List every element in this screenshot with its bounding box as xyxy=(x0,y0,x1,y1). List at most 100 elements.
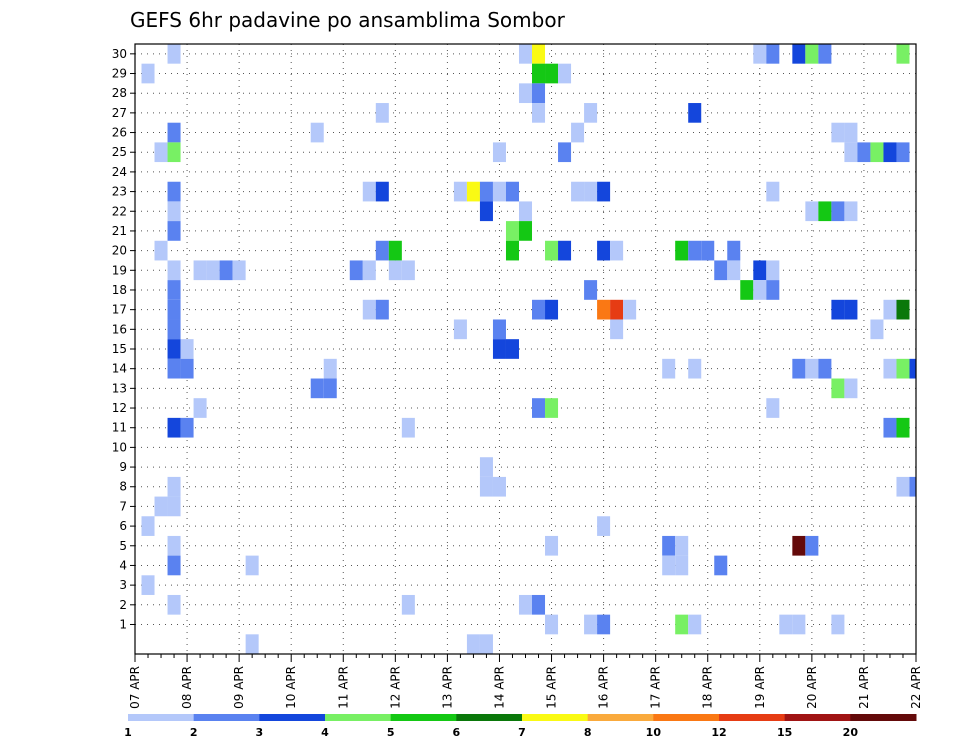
heatmap-cell xyxy=(388,260,402,281)
heatmap-cell xyxy=(909,476,916,497)
heatmap-cell xyxy=(532,398,546,418)
legend-label: 12 xyxy=(711,726,726,739)
heatmap-cell xyxy=(584,280,598,300)
heatmap-cell xyxy=(505,240,519,261)
heatmap-cell xyxy=(792,614,806,635)
heatmap-cell xyxy=(883,142,897,163)
y-tick-label: 16 xyxy=(112,322,127,336)
heatmap-cell xyxy=(571,181,585,202)
heatmap-cell xyxy=(870,142,884,163)
y-tick-label: 19 xyxy=(112,263,127,277)
heatmap-cell xyxy=(492,142,506,163)
heatmap-cell xyxy=(167,358,181,379)
x-tick-label: 22 APR xyxy=(909,666,923,709)
heatmap-cell xyxy=(310,378,324,399)
heatmap-cell xyxy=(818,44,832,64)
heatmap-cell xyxy=(167,496,181,517)
heatmap-cell xyxy=(479,457,493,477)
y-tick-label: 3 xyxy=(119,578,127,592)
heatmap-cell xyxy=(518,83,533,104)
heatmap-cells xyxy=(141,44,916,654)
heatmap-cell xyxy=(219,260,233,281)
heatmap-cell xyxy=(532,594,546,615)
x-tick-label: 11 APR xyxy=(336,666,350,709)
heatmap-cell xyxy=(401,594,415,615)
heatmap-cell xyxy=(492,339,506,359)
heatmap-cell xyxy=(232,260,246,281)
heatmap-cell xyxy=(727,240,741,261)
heatmap-cell xyxy=(662,358,676,379)
x-tick-label: 13 APR xyxy=(440,666,454,709)
heatmap-cell xyxy=(779,614,793,635)
heatmap-cell xyxy=(167,181,181,202)
heatmap-cell xyxy=(532,103,546,123)
heatmap-cell xyxy=(792,44,806,64)
heatmap-cell xyxy=(167,476,181,497)
y-tick-label: 4 xyxy=(119,558,127,572)
heatmap-cell xyxy=(766,181,780,202)
heatmap-cell xyxy=(883,299,897,320)
y-tick-label: 2 xyxy=(119,598,127,612)
y-tick-label: 18 xyxy=(112,283,127,297)
heatmap-cell xyxy=(753,280,767,300)
heatmap-cell xyxy=(792,358,806,379)
heatmap-cell xyxy=(766,280,780,300)
heatmap-cell xyxy=(818,358,832,379)
x-tick-label: 09 APR xyxy=(232,666,246,709)
heatmap-cell xyxy=(505,339,519,359)
x-tick-label: 14 APR xyxy=(492,666,506,709)
heatmap-cell xyxy=(167,339,181,359)
heatmap-cell xyxy=(167,299,181,320)
legend-swatch xyxy=(784,714,851,721)
legend-label: 10 xyxy=(646,726,662,739)
x-tick-label: 15 APR xyxy=(545,666,559,709)
y-tick-label: 9 xyxy=(119,460,127,474)
heatmap-cell xyxy=(896,142,910,163)
legend-swatch xyxy=(390,714,457,721)
legend-swatch xyxy=(587,714,654,721)
y-tick-label: 26 xyxy=(112,126,127,140)
y-tick-label: 17 xyxy=(112,303,127,317)
y-tick-label: 14 xyxy=(112,362,127,376)
heatmap-cell xyxy=(896,417,910,438)
heatmap-cell xyxy=(532,63,546,84)
y-tick-label: 5 xyxy=(119,539,127,553)
legend-swatch xyxy=(325,714,392,721)
x-tick-label: 18 APR xyxy=(701,666,715,709)
heatmap-cell xyxy=(492,319,506,340)
heatmap-cell xyxy=(375,181,389,202)
y-tick-label: 27 xyxy=(112,106,127,120)
heatmap-cell xyxy=(701,240,715,261)
heatmap-cell xyxy=(558,240,572,261)
heatmap-cell xyxy=(766,398,780,418)
heatmap-cell xyxy=(479,201,493,222)
heatmap-cell xyxy=(688,614,702,635)
heatmap-cell xyxy=(818,201,832,222)
legend-label: 3 xyxy=(256,726,264,739)
heatmap-cell xyxy=(362,299,376,320)
heatmap-cell xyxy=(727,260,741,281)
heatmap-cell xyxy=(349,260,363,281)
heatmap-cell xyxy=(453,181,467,202)
heatmap-cell xyxy=(401,260,415,281)
heatmap-cell xyxy=(375,299,389,320)
heatmap-cell xyxy=(193,398,207,418)
heatmap-cell xyxy=(466,181,480,202)
heatmap-cell xyxy=(323,378,337,399)
heatmap-cell xyxy=(323,358,337,379)
heatmap-cell xyxy=(141,516,155,536)
legend-swatch xyxy=(653,714,720,721)
heatmap-cell xyxy=(545,63,559,84)
legend-label: 5 xyxy=(387,726,395,739)
y-tick-label: 25 xyxy=(112,145,127,159)
heatmap-cell xyxy=(805,44,819,64)
heatmap-cell xyxy=(167,319,181,340)
heatmap-cell xyxy=(532,299,546,320)
y-tick-label: 29 xyxy=(112,67,127,81)
y-tick-label: 6 xyxy=(119,519,127,533)
heatmap-cell xyxy=(766,44,780,64)
heatmap-cell xyxy=(714,555,728,576)
heatmap-cell xyxy=(545,398,559,418)
heatmap-cell xyxy=(805,358,819,379)
heatmap-cell xyxy=(466,634,480,654)
